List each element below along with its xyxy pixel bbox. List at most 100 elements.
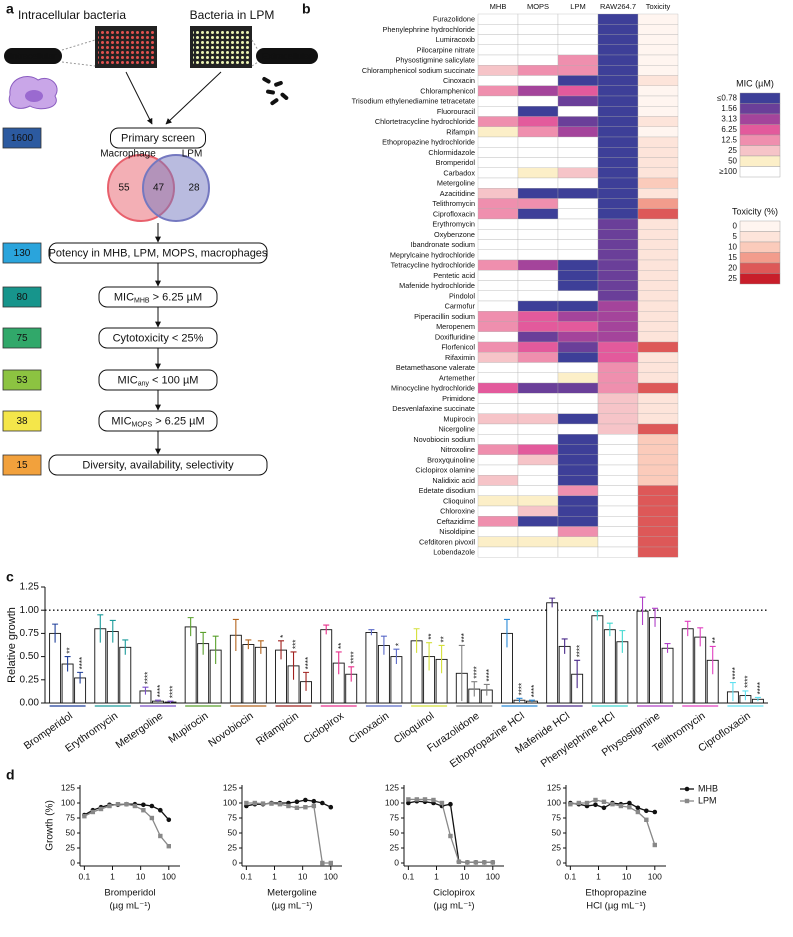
heatmap-cell (557, 167, 599, 179)
heatmap-cell (637, 24, 679, 35)
heatmap-cell (597, 24, 639, 35)
y-axis-label: Relative growth (6, 607, 18, 683)
y-tick-label: 100 (61, 797, 75, 807)
legend-label: 1.56 (721, 104, 737, 113)
panel-label: c (6, 569, 14, 585)
marker (422, 797, 428, 802)
heatmap-cell (517, 536, 559, 548)
heatmap-cell (637, 372, 679, 384)
heatmap-cell (477, 516, 519, 527)
heatmap-cell (517, 321, 559, 332)
plate-title: Intracellular bacteria (18, 8, 126, 22)
legend-label: LPM (698, 795, 717, 805)
heatmap-cell (517, 464, 559, 476)
significance: **** (349, 651, 358, 663)
count-label: 80 (16, 292, 28, 303)
marker (294, 799, 300, 805)
y-tick-label: 1.00 (20, 605, 40, 616)
heatmap-cell (637, 526, 679, 537)
marker (141, 808, 146, 813)
column-label: MHB (490, 2, 507, 11)
step-text: Cytotoxicity < 25% (113, 332, 204, 344)
heatmap-cell (477, 116, 519, 127)
heatmap-cell (597, 393, 639, 404)
legend-swatch (739, 113, 781, 125)
heatmap-cell (597, 106, 639, 117)
heatmap-cell (637, 259, 679, 271)
heatmap-cell (597, 54, 639, 66)
heatmap-cell (557, 290, 599, 302)
marker (568, 802, 573, 807)
row-label: Carmofur (445, 302, 476, 311)
marker (166, 817, 172, 823)
legend-label: 20 (728, 264, 737, 273)
heatmap-cell (637, 300, 679, 312)
error-bar (232, 618, 239, 652)
legend-swatch (739, 220, 781, 232)
error-bar (52, 623, 59, 643)
column-label: LPM (570, 2, 585, 11)
heatmap-cell (637, 229, 679, 240)
heatmap-cell (557, 24, 599, 35)
x-tick-label: Rifampicin (254, 710, 301, 748)
row-label: Fluorouracil (437, 107, 475, 116)
x-tick-label: Phenylephrine HCl (539, 710, 618, 770)
heatmap-cell (477, 198, 519, 209)
bar (661, 647, 674, 704)
heatmap-cell (597, 13, 639, 25)
marker (456, 859, 462, 864)
line (570, 799, 656, 846)
marker (627, 800, 632, 806)
marker (166, 844, 171, 849)
venn-label: LPM (182, 149, 203, 160)
count-label: 1600 (11, 133, 34, 144)
heatmap-cell (597, 372, 639, 384)
legend-label: 10 (728, 243, 737, 252)
bar (558, 645, 571, 704)
heatmap-cell (517, 485, 559, 496)
row-label: Primidone (442, 394, 475, 403)
legend-swatch (739, 134, 781, 146)
heatmap-cell (597, 136, 639, 148)
marker (618, 803, 624, 809)
row-label: Furazolidone (433, 15, 475, 24)
heatmap-cell (517, 167, 559, 179)
marker (652, 842, 657, 848)
error-bar (458, 644, 465, 702)
y-tick-label: 25 (228, 842, 238, 852)
legend-swatch (739, 252, 781, 264)
marker (576, 800, 582, 806)
heatmap-cell (517, 147, 559, 158)
heatmap-cell (557, 54, 599, 66)
marker (82, 814, 87, 819)
heatmap-cell (637, 239, 679, 250)
error-bar (167, 700, 174, 703)
heatmap-cell (517, 352, 559, 363)
y-tick-label: 0 (556, 857, 561, 867)
row-label: Chloroxine (440, 507, 475, 516)
error-bar (142, 686, 149, 695)
row-label: Pilocarpine nitrate (417, 45, 475, 54)
heatmap-cell (517, 126, 559, 138)
heatmap-cell (557, 239, 599, 250)
y-tick-label: 125 (547, 782, 561, 792)
error-bar (77, 671, 84, 684)
row-label: Phenylephrine hydrochloride (383, 25, 476, 34)
marker (132, 803, 138, 809)
heatmap-cell (637, 505, 679, 517)
heatmap-cell (597, 321, 639, 332)
row-label: Chlortetracycline hydrochloride (375, 117, 475, 126)
marker (627, 805, 632, 810)
error-bar (684, 620, 691, 637)
marker (465, 860, 470, 865)
heatmap-cell (557, 382, 599, 394)
y-tick-label: 25 (552, 842, 562, 852)
marker (149, 803, 155, 809)
legend-label: MHB (698, 783, 718, 793)
heatmap-cell (517, 341, 559, 353)
heatmap-cell (557, 126, 599, 138)
heatmap-cell (557, 65, 599, 76)
y-tick-label: 50 (228, 827, 238, 837)
heatmap-cell (597, 208, 639, 220)
venn-count: 28 (188, 183, 200, 194)
